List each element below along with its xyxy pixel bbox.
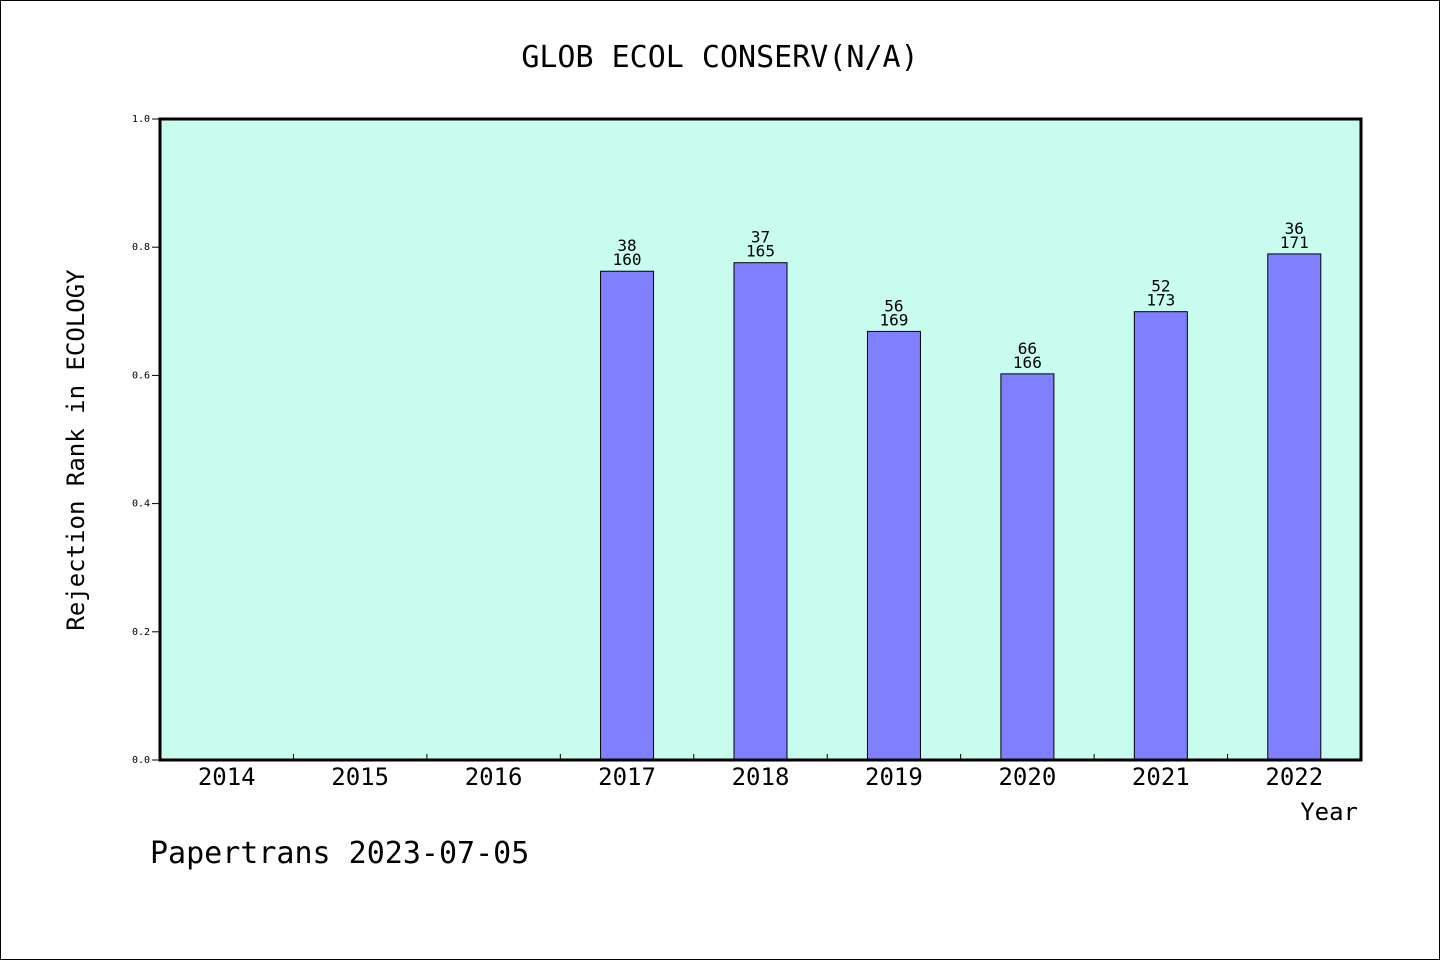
y-tick-label: 1.0: [132, 114, 150, 125]
x-tick-label: 2018: [732, 763, 790, 791]
x-tick-label: 2017: [598, 763, 656, 791]
bar: [1267, 253, 1322, 761]
bar: [1000, 373, 1055, 761]
x-tick-label: 2015: [331, 763, 389, 791]
bar-label-bottom: 165: [746, 242, 775, 261]
bar-label-top: 38: [617, 236, 636, 255]
bar-label-bottom: 171: [1280, 233, 1309, 252]
footer-text: Papertrans 2023-07-05: [150, 836, 529, 871]
y-tick-label: 0.6: [132, 370, 150, 381]
bar: [733, 262, 788, 761]
bar-label-bottom: 173: [1146, 291, 1175, 310]
bar: [1133, 311, 1188, 761]
x-tick-label: 2020: [998, 763, 1056, 791]
y-tick-label: 0.8: [132, 242, 150, 253]
bar: [600, 270, 655, 761]
y-tick-label: 0.4: [132, 499, 150, 510]
y-axis: 0.0 0.2 0.4 0.6 0.8 1.0: [132, 114, 160, 766]
x-axis-label: Year: [1300, 798, 1358, 826]
bar-label-bottom: 166: [1013, 353, 1042, 372]
chart-title: GLOB ECOL CONSERV(N/A): [521, 40, 918, 75]
x-tick-label: 2019: [865, 763, 923, 791]
y-tick-label: 0.0: [132, 755, 150, 766]
x-tick-label: 2014: [198, 763, 256, 791]
bar-label-top: 37: [751, 228, 770, 247]
bar: [866, 330, 921, 761]
x-tick-label: 2021: [1132, 763, 1190, 791]
bar-label-bottom: 169: [879, 310, 908, 329]
bar-label-top: 52: [1151, 277, 1170, 296]
x-tick-label: 2016: [465, 763, 523, 791]
y-tick-label: 0.2: [132, 627, 150, 638]
y-axis-label: Rejection Rank in ECOLOGY: [62, 269, 90, 631]
bar-label-top: 36: [1285, 219, 1304, 238]
bar-label-bottom: 160: [613, 250, 642, 269]
x-axis: 2014 2015 2016 2017 2018 2019 2020 2021 2022: [198, 754, 1323, 791]
x-tick-label: 2022: [1265, 763, 1323, 791]
bar-label-top: 56: [884, 296, 903, 315]
plot-border: [158, 117, 1363, 762]
bar-label-top: 66: [1018, 339, 1037, 358]
